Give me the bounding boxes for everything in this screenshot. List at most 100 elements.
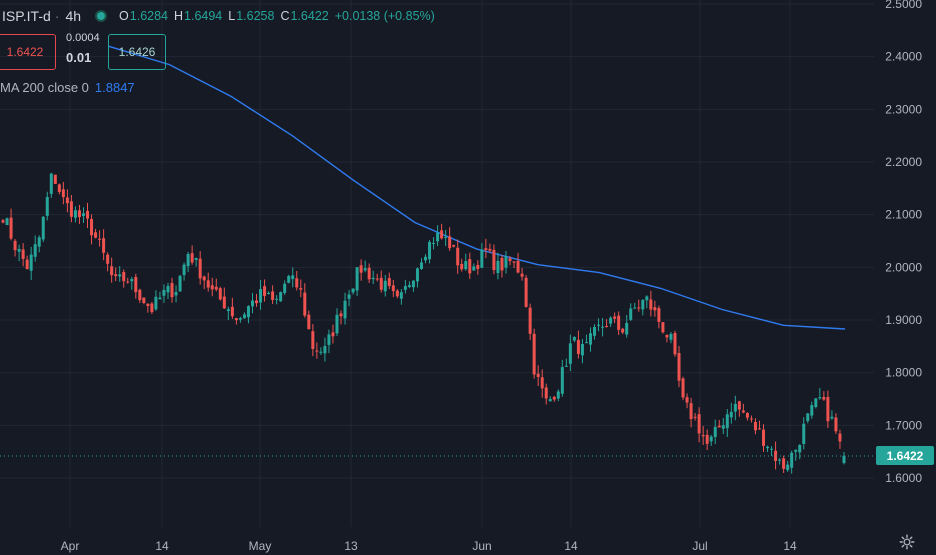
candle-body [713, 426, 717, 437]
candle-body [77, 210, 81, 218]
candle-body [259, 289, 263, 303]
candle-body [669, 334, 673, 340]
close-key: C [280, 9, 290, 23]
price-tick-label: 1.9000 [885, 313, 922, 327]
candle-body [649, 299, 653, 310]
candle-body [415, 268, 419, 282]
candle-body [363, 268, 367, 271]
candle-body [395, 290, 399, 297]
price-tick-label: 2.5000 [885, 0, 922, 11]
candle-body [29, 254, 33, 271]
price-tick-label: 2.0000 [885, 260, 922, 274]
close-value: 1.6422 [290, 9, 329, 23]
candle-body [283, 283, 287, 294]
symbol-legend: ISP.IT-d · 4h O1.6284 H1.6494 L1.6258 C1… [2, 8, 435, 24]
candle-body [267, 292, 271, 294]
quantity-field[interactable]: 0.01 [66, 50, 92, 65]
candle-body [73, 210, 77, 218]
gear-icon[interactable] [898, 533, 916, 551]
candle-body [560, 367, 564, 394]
candle-body [98, 238, 102, 240]
candle-body [194, 258, 198, 260]
candle-body [118, 274, 122, 277]
candle-body [552, 396, 556, 400]
price-tick-label: 2.3000 [885, 102, 922, 116]
candle-body [331, 332, 335, 337]
candle-body [729, 411, 733, 418]
candle-body [677, 353, 681, 381]
candle-body [818, 397, 822, 399]
candle-body [588, 333, 592, 345]
candle-body [5, 218, 9, 226]
market-status-dot-icon [95, 10, 108, 22]
last-price-badge: 1.6422 [876, 446, 934, 465]
candle-body [65, 197, 69, 204]
candle-body [343, 300, 347, 319]
candle-body [621, 328, 625, 333]
candle-body [637, 307, 641, 309]
candle-body [218, 288, 222, 300]
interval-label[interactable]: 4h [65, 8, 82, 24]
price-tick-label: 2.2000 [885, 155, 922, 169]
time-tick-label: 14 [783, 539, 797, 553]
candle-body [250, 300, 254, 307]
candle-body [705, 434, 709, 444]
candle-body [568, 343, 572, 364]
candle-body [299, 288, 303, 290]
candle-body [158, 297, 162, 300]
candle-body [33, 244, 37, 257]
candle-body [584, 342, 588, 344]
candle-body [448, 236, 452, 249]
candle-body [411, 280, 415, 288]
candle-body [597, 324, 601, 326]
low-value: 1.6258 [236, 9, 275, 23]
candle-body [323, 346, 327, 354]
candle-body [234, 318, 238, 321]
candle-body [548, 399, 552, 402]
candle-body [122, 272, 126, 282]
candle-body [428, 241, 432, 260]
candle-body [178, 275, 182, 292]
candle-body [94, 232, 98, 238]
candle-body [13, 240, 17, 251]
candle-body [556, 391, 560, 399]
candle-body [291, 275, 295, 280]
ohlc-values: O1.6284 H1.6494 L1.6258 C1.6422 +0.0138 … [119, 9, 435, 23]
candle-body [528, 307, 532, 334]
high-value: 1.6494 [184, 9, 223, 23]
candle-body [114, 274, 118, 277]
candle-body [202, 276, 206, 281]
time-tick-label: Apr [61, 539, 80, 553]
candle-body [661, 322, 665, 333]
candle-body [500, 257, 504, 271]
candle-body [778, 459, 782, 461]
buy-button[interactable]: 1.6426 [108, 34, 166, 70]
high-key: H [174, 9, 184, 23]
candle-body [295, 278, 299, 288]
candle-body [826, 396, 830, 422]
candle-body [468, 259, 472, 274]
symbol-name[interactable]: ISP.IT-d [2, 8, 51, 24]
candle-body [798, 445, 802, 453]
candle-body [496, 260, 500, 274]
candle-body [609, 317, 613, 324]
ma-label: MA 200 close 0 [0, 80, 89, 95]
candle-body [242, 314, 246, 319]
candle-body [271, 291, 275, 300]
candle-body [709, 436, 713, 442]
ma-indicator-legend[interactable]: MA 200 close 0 1.8847 [0, 80, 135, 95]
candle-body [617, 315, 621, 330]
candle-body [717, 425, 721, 428]
candle-body [279, 292, 283, 302]
candle-body [170, 283, 174, 298]
candle-body [69, 201, 73, 217]
candle-body [524, 277, 528, 307]
candle-body [653, 307, 657, 311]
candle-body [782, 458, 786, 469]
time-axis: Apr 14 May 13 Jun 14 Jul 14 [61, 539, 797, 553]
sell-button[interactable]: 1.6422 [0, 34, 56, 70]
candle-body [371, 277, 375, 280]
candle-body [456, 247, 460, 266]
low-key: L [228, 9, 236, 23]
